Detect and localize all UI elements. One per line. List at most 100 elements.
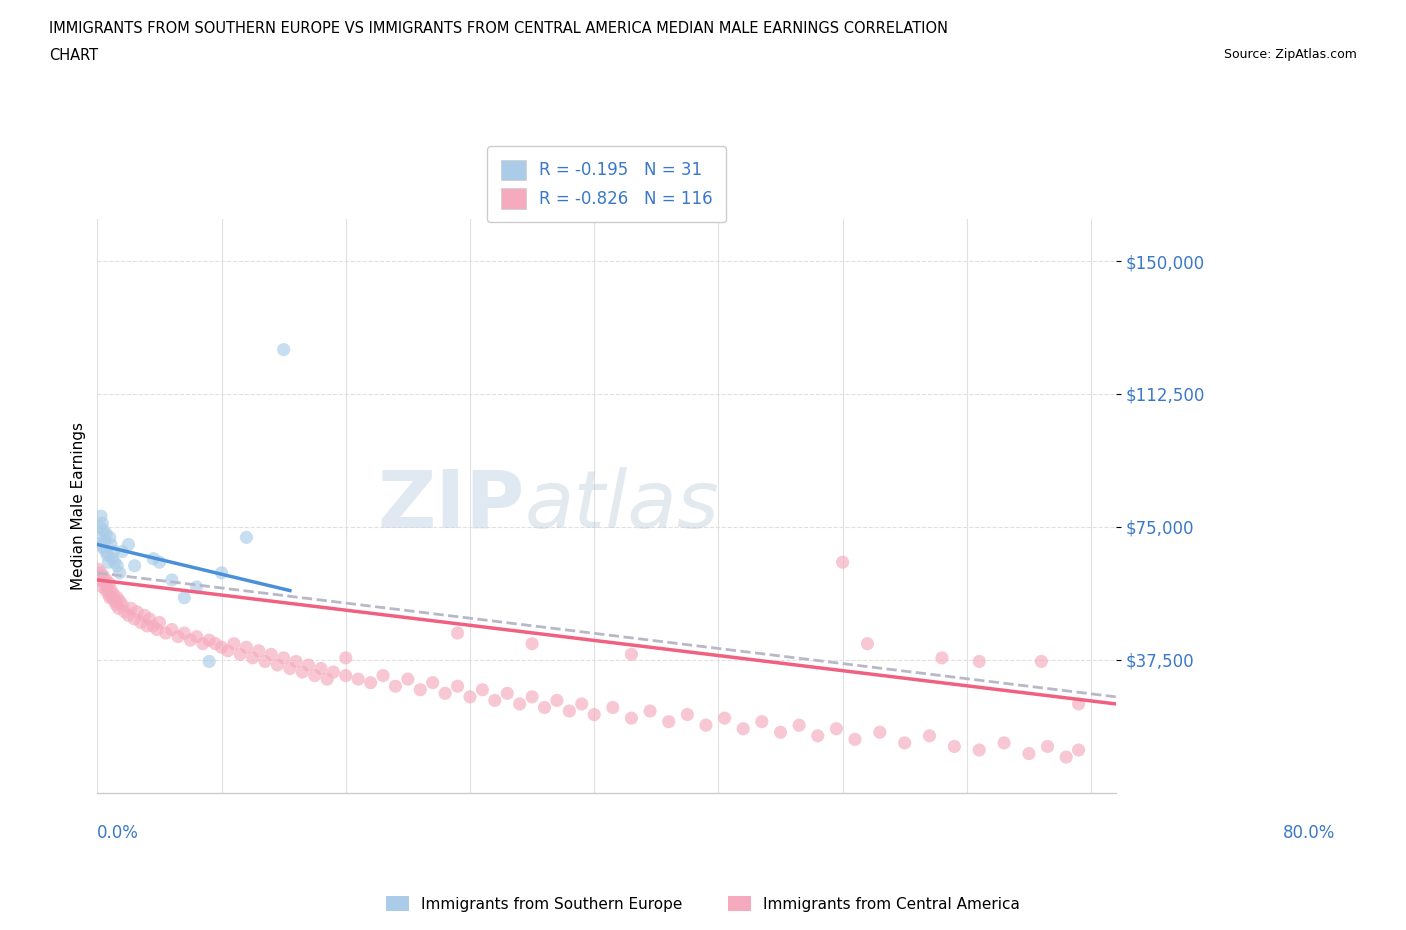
Point [695, 718, 717, 733]
Point [90, 565, 112, 580]
Point [120, 601, 142, 616]
Point [676, 707, 699, 722]
Point [160, 622, 183, 637]
Point [173, 626, 195, 641]
Point [101, 551, 124, 566]
Point [260, 647, 283, 662]
Point [993, 736, 1015, 751]
Point [602, 700, 624, 715]
Point [94, 526, 117, 541]
Point [138, 611, 160, 626]
Point [769, 724, 792, 739]
Point [146, 622, 169, 637]
Point [93, 540, 115, 555]
Point [94, 534, 117, 549]
Point [160, 573, 183, 588]
Point [484, 693, 506, 708]
Point [90, 509, 112, 524]
Point [533, 700, 555, 715]
Point [335, 650, 357, 665]
Point [558, 704, 581, 719]
Point [273, 650, 295, 665]
Point [509, 697, 531, 711]
Point [97, 587, 120, 602]
Point [638, 704, 661, 719]
Point [520, 636, 543, 651]
Point [571, 697, 593, 711]
Point [918, 728, 941, 743]
Point [94, 576, 117, 591]
Point [173, 591, 195, 605]
Point [186, 579, 208, 594]
Point [787, 718, 810, 733]
Point [733, 722, 755, 737]
Text: 0.0%: 0.0% [97, 824, 139, 842]
Point [583, 707, 606, 722]
Point [100, 583, 122, 598]
Point [235, 530, 257, 545]
Point [97, 555, 120, 570]
Point [148, 555, 170, 570]
Point [458, 689, 481, 704]
Point [856, 636, 879, 651]
Point [620, 647, 643, 662]
Point [103, 544, 125, 559]
Point [546, 693, 568, 708]
Point [285, 654, 308, 669]
Point [943, 739, 966, 754]
Y-axis label: Median Male Earnings: Median Male Earnings [72, 421, 86, 590]
Point [409, 683, 432, 698]
Point [844, 732, 866, 747]
Point [211, 565, 233, 580]
Point [446, 626, 468, 641]
Legend: R = -0.195   N = 31, R = -0.826   N = 116: R = -0.195 N = 31, R = -0.826 N = 116 [488, 147, 725, 222]
Point [103, 587, 125, 602]
Point [371, 668, 394, 683]
Point [127, 604, 149, 619]
Text: IMMIGRANTS FROM SOUTHERN EUROPE VS IMMIGRANTS FROM CENTRAL AMERICA MEDIAN MALE E: IMMIGRANTS FROM SOUTHERN EUROPE VS IMMIG… [49, 21, 948, 36]
Point [91, 579, 114, 594]
Point [713, 711, 735, 725]
Point [297, 658, 319, 672]
Point [89, 573, 111, 588]
Point [179, 632, 201, 647]
Point [129, 615, 152, 630]
Point [247, 644, 270, 658]
Point [108, 565, 131, 580]
Point [222, 636, 245, 651]
Point [111, 544, 134, 559]
Point [1054, 750, 1077, 764]
Point [89, 519, 111, 534]
Point [155, 626, 177, 641]
Point [124, 611, 146, 626]
Point [191, 636, 214, 651]
Point [142, 551, 165, 566]
Point [93, 523, 115, 538]
Point [114, 604, 136, 619]
Text: 80.0%: 80.0% [1282, 824, 1336, 842]
Point [98, 591, 121, 605]
Point [104, 555, 127, 570]
Text: CHART: CHART [49, 48, 98, 63]
Text: atlas: atlas [524, 467, 720, 545]
Point [94, 583, 117, 598]
Point [807, 728, 830, 743]
Text: Source: ZipAtlas.com: Source: ZipAtlas.com [1223, 48, 1357, 61]
Point [100, 537, 122, 551]
Point [87, 537, 110, 551]
Point [94, 544, 117, 559]
Point [322, 665, 344, 680]
Point [235, 640, 257, 655]
Point [658, 714, 681, 729]
Point [446, 679, 468, 694]
Point [316, 671, 339, 686]
Point [893, 736, 915, 751]
Point [211, 640, 233, 655]
Point [254, 654, 277, 669]
Point [142, 618, 165, 633]
Point [396, 671, 419, 686]
Point [94, 573, 117, 588]
Point [111, 597, 134, 612]
Point [96, 548, 118, 563]
Point [104, 597, 127, 612]
